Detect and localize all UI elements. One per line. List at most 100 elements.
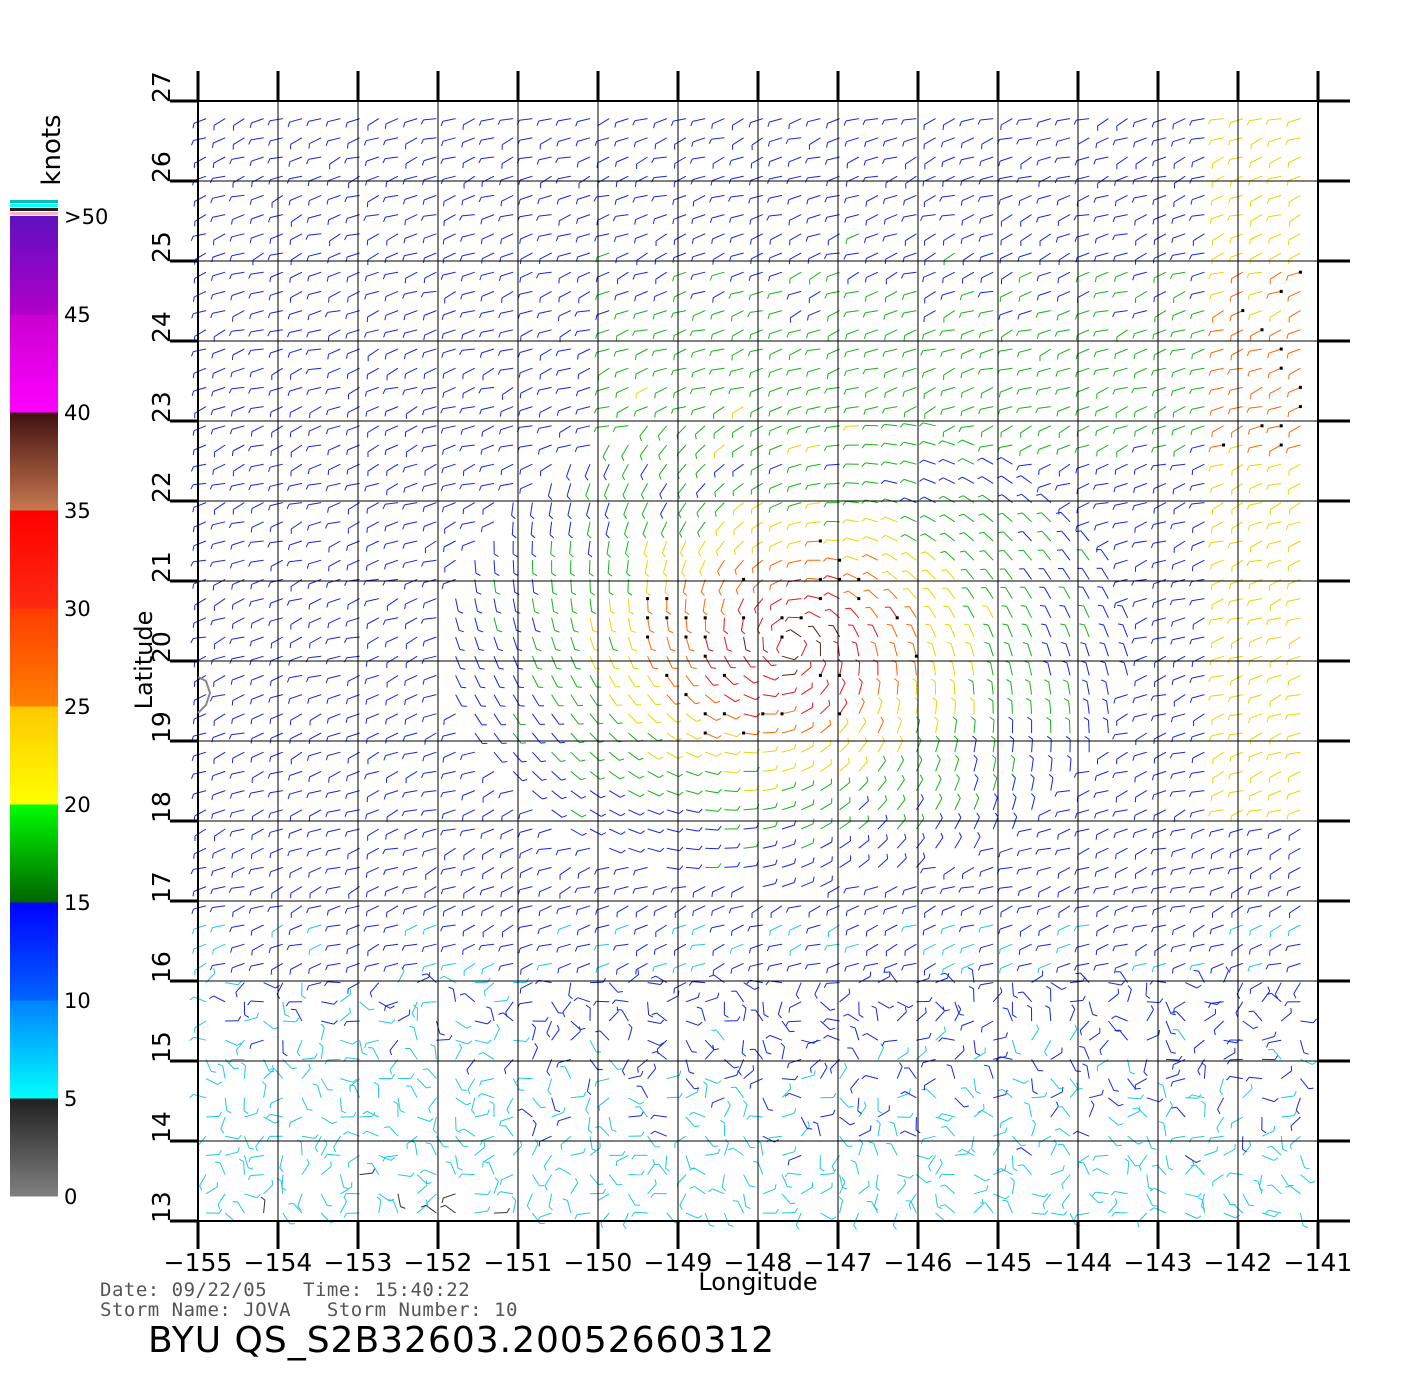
wind-vector-barb — [228, 887, 232, 893]
wind-vector — [235, 982, 245, 993]
wind-vector-barb — [823, 521, 828, 526]
wind-vector-barb — [959, 550, 965, 553]
wind-vector-barb — [1197, 1192, 1202, 1198]
wind-vector-barb — [268, 582, 271, 588]
wind-vector-barb — [209, 696, 213, 702]
wind-vector-barb — [1295, 1109, 1300, 1115]
wind-vector — [731, 886, 744, 893]
wind-vector — [685, 636, 690, 650]
wind-vector-barb — [714, 492, 717, 498]
wind-vector — [807, 425, 821, 429]
wind-vector — [289, 655, 303, 662]
wind-vector-barb — [1208, 619, 1212, 625]
wind-vector-barb — [426, 1086, 432, 1089]
wind-vector — [839, 821, 851, 830]
wind-vector — [1193, 1039, 1205, 1049]
wind-vector — [244, 1017, 258, 1022]
wind-vector-barb — [344, 638, 348, 644]
wind-vector-barb — [1227, 618, 1231, 624]
wind-vector-barb — [276, 1178, 282, 1182]
wind-vector-barb — [1063, 698, 1069, 702]
wind-vector — [858, 741, 868, 753]
wind-vector-barb — [740, 630, 746, 635]
wind-vector-barb — [643, 553, 648, 558]
wind-vector — [193, 905, 207, 910]
wind-vector — [1076, 463, 1090, 469]
wind-vector — [1022, 549, 1032, 561]
wind-vector — [270, 598, 283, 604]
wind-vector-barb — [883, 755, 886, 761]
wind-vector — [896, 779, 905, 791]
wind-vector-barb — [479, 409, 482, 415]
wind-vector — [1095, 790, 1109, 794]
wind-vector-barb — [249, 1043, 252, 1050]
wind-vector-barb — [1100, 660, 1106, 664]
wind-vector-barb — [804, 504, 808, 510]
wind-vector — [474, 694, 482, 707]
wind-vector — [1061, 530, 1071, 542]
wind-vector — [481, 905, 495, 912]
wind-vector — [852, 625, 860, 638]
wind-vector-barb — [1290, 1125, 1293, 1131]
wind-vector — [807, 521, 821, 524]
wind-vector — [820, 860, 833, 868]
wind-vector — [424, 674, 437, 681]
wind-vector-barb — [845, 911, 848, 917]
wind-vector — [404, 809, 418, 813]
wind-vector-barb — [717, 807, 722, 812]
wind-vector — [1022, 991, 1032, 1003]
wind-vector-barb — [630, 630, 636, 633]
wind-vector-barb — [938, 1173, 943, 1179]
wind-vector — [1249, 655, 1263, 662]
wind-vector-barb — [903, 412, 906, 418]
wind-vector — [1287, 444, 1301, 449]
wind-vector-barb — [1095, 949, 1098, 956]
wind-vector-barb — [769, 565, 771, 571]
wind-vector-barb — [711, 891, 714, 897]
wind-vector-barb — [659, 829, 665, 834]
wind-vector-barb — [1056, 967, 1059, 973]
wind-vector-barb — [1151, 1147, 1157, 1150]
wind-vector — [851, 1047, 860, 1060]
wind-vector — [711, 924, 725, 929]
wind-vector — [1223, 1212, 1236, 1219]
wind-vector-barb — [1017, 512, 1023, 515]
wind-vector-barb — [210, 927, 213, 933]
wind-vector — [570, 1152, 584, 1156]
wind-vector-barb — [639, 1101, 645, 1105]
wind-vector — [935, 1031, 946, 1041]
wind-vector-barb — [191, 755, 195, 761]
wind-vector — [734, 559, 744, 571]
wind-vector-barb — [459, 446, 463, 452]
wind-vector — [826, 444, 840, 447]
wind-vector-barb — [1170, 870, 1173, 876]
wind-vector — [289, 540, 303, 546]
wind-vector — [1269, 694, 1282, 703]
wind-vector — [404, 732, 418, 737]
wind-vector — [519, 943, 533, 949]
wind-vector-barb — [886, 1142, 892, 1145]
wind-vector — [935, 1011, 945, 1022]
wind-vector — [945, 569, 956, 580]
wind-vector — [685, 770, 699, 777]
wind-vector — [1114, 1191, 1128, 1195]
wind-vector-barb — [443, 546, 445, 553]
wind-vector — [569, 540, 572, 554]
wind-vector-barb — [785, 1021, 789, 1027]
wind-vector — [505, 1125, 514, 1137]
wind-vector-barb — [766, 946, 770, 952]
wind-vector — [853, 1212, 860, 1226]
wind-vector — [820, 1173, 834, 1176]
wind-vector — [944, 532, 956, 542]
wind-vector — [858, 839, 870, 849]
wind-vector — [405, 694, 418, 701]
wind-vector — [455, 1020, 467, 1029]
wind-vector — [884, 461, 898, 465]
wind-vector — [1229, 713, 1243, 717]
wind-vector — [723, 1142, 729, 1156]
wind-vector-barb — [1064, 717, 1070, 721]
wind-vector — [577, 406, 591, 411]
wind-vector — [788, 1154, 802, 1161]
wind-vector — [385, 617, 399, 621]
wind-vector — [717, 559, 725, 572]
